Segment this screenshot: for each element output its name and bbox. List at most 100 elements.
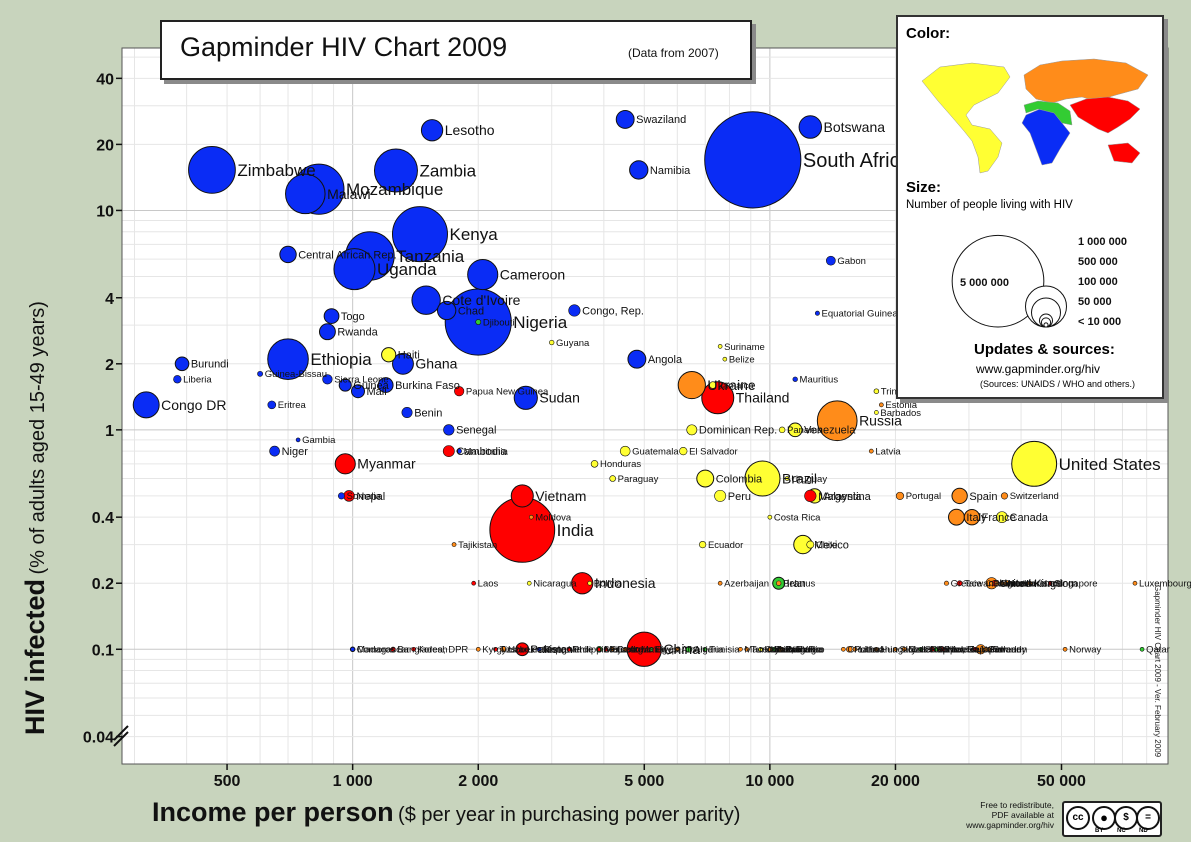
bubble-congo-rep <box>568 304 581 317</box>
label-belarus: Belarus <box>783 579 815 590</box>
label-ethiopia: Ethiopia <box>310 350 372 369</box>
bubble-zimbabwe <box>188 146 236 194</box>
bubble-djibouti <box>475 319 482 325</box>
label-swaziland: Swaziland <box>636 114 686 126</box>
bubble-korea-dpr <box>411 646 416 652</box>
bubble-georgia <box>610 646 615 652</box>
label-central-african-rep: Central African Rep. <box>298 249 396 261</box>
label-singapore: Singapore <box>1054 579 1097 590</box>
bubble-lithuania <box>852 646 858 652</box>
label-timor-leste: Timor-Leste <box>500 645 550 656</box>
updates-link[interactable]: www.gapminder.org/hiv <box>976 362 1101 376</box>
bubble-singapore <box>1047 580 1053 586</box>
label-zambia: Zambia <box>419 161 476 180</box>
by-tag: BY <box>1095 828 1104 834</box>
bubble-latvia <box>868 448 874 454</box>
bubble-sierra-leone <box>322 374 333 385</box>
bubble-nicaragua <box>526 580 532 586</box>
bubble-haiti <box>381 347 397 363</box>
bubble-italy <box>947 508 965 526</box>
y-tick-label: 2 <box>105 357 114 374</box>
credit-line-3[interactable]: www.gapminder.org/hiv <box>966 820 1054 830</box>
label-finland: Finland <box>990 645 1021 656</box>
label-brazil: Brazil <box>782 470 817 486</box>
bubble-somalia <box>337 492 345 500</box>
label-mauritius: Mauritius <box>800 375 839 386</box>
bubble-armenia <box>622 646 628 652</box>
label-myanmar: Myanmar <box>357 456 416 472</box>
bubble-kenya <box>391 206 448 263</box>
chart-title: Gapminder HIV Chart 2009 <box>180 32 508 62</box>
label-azerbaijan: Azerbaijan <box>724 579 769 590</box>
label-guinea-bissau: Guinea-Bissau <box>265 369 327 380</box>
bubble-venezuela <box>787 422 803 438</box>
y-axis-label-bold: HIV infected <box>20 578 50 735</box>
bubble-poland <box>846 646 853 653</box>
label-benin: Benin <box>414 407 442 419</box>
bubble-cote-d-ivoire <box>411 285 441 315</box>
bubble-papua-new-guinea <box>454 386 465 397</box>
bubble-panama <box>778 426 786 434</box>
label-el-salvador: El Salvador <box>689 446 738 457</box>
axis-ticks: 500 1 000 2 000 5 000 10 000 20 000 50 000 0.04… <box>83 71 1086 790</box>
label-paraguay: Paraguay <box>618 474 659 485</box>
bubble-colombia <box>696 469 715 488</box>
bubble-paraguay <box>609 475 616 482</box>
label-estonia: Estonia <box>885 400 917 411</box>
size-legend-circle <box>951 234 1045 328</box>
label-colombia: Colombia <box>716 473 763 485</box>
label-algeria: Algeria <box>694 645 724 656</box>
label-nepal: Nepal <box>356 491 385 503</box>
bubble-maldives <box>634 646 640 652</box>
bubble-gabon <box>826 255 836 266</box>
bubble-canada <box>996 511 1008 524</box>
label-djibouti: Djibouti <box>483 317 515 328</box>
label-dominican-rep: Dominican Rep. <box>699 425 777 437</box>
label-suriname: Suriname <box>724 342 765 353</box>
redistribution-note: Free to redistribute, PDF available at w… <box>958 800 1054 830</box>
y-tick-label: 4 <box>105 291 114 308</box>
label-turkey: Turkey <box>751 645 780 656</box>
label-czech-rep: Czech Rep. <box>908 645 958 656</box>
bubble-austria <box>999 580 1005 586</box>
bubble-malta <box>902 646 907 652</box>
label-sri-lanka: Sri Lanka <box>603 645 644 656</box>
bubble-central-african-rep <box>279 245 297 264</box>
noderivatives-icon: = <box>1136 806 1160 830</box>
size-legend-circle <box>1043 322 1049 328</box>
label-austria: Austria <box>1006 579 1036 590</box>
bubble-russia <box>816 400 858 442</box>
label-congo-dr: Congo DR <box>161 397 226 413</box>
label-cameroon: Cameroon <box>500 267 565 283</box>
label-botswana: Botswana <box>824 119 886 135</box>
size-legend-label: 1 000 000 <box>1078 236 1127 248</box>
nc-tag: NC <box>1117 828 1126 834</box>
map-asia <box>1069 96 1141 164</box>
label-poland: Poland <box>854 645 884 656</box>
bubble-myanmar <box>334 453 356 475</box>
label-russia: Russia <box>859 413 902 429</box>
label-thailand: Thailand <box>736 390 790 406</box>
label-pakistan: Pakistan <box>531 644 573 656</box>
label-cote-d-ivoire: Cote d'Ivoire <box>442 292 520 308</box>
label-malawi: Malawi <box>327 186 371 202</box>
bubble-croatia <box>841 646 846 652</box>
bubble-vietnam <box>510 484 534 508</box>
label-ecuador: Ecuador <box>708 540 743 551</box>
label-macedonia-fyr: Macedonia, FYR <box>744 645 815 656</box>
bubble-thailand <box>701 381 735 415</box>
label-cape-verde: Cape Verde <box>543 645 593 656</box>
label-albania: Albania <box>681 645 713 656</box>
label-united-states: United States <box>1059 455 1161 474</box>
y-axis-label: HIV infected (% of adults aged 15-49 yea… <box>20 301 51 735</box>
label-netherlands: Netherlands <box>1012 579 1063 590</box>
size-legend-label: 100 000 <box>1078 276 1118 288</box>
size-legend-label: 500 000 <box>1078 256 1118 268</box>
credit-line-1: Free to redistribute, <box>980 800 1054 810</box>
bubble-fiji <box>603 646 609 652</box>
label-mozambique: Mozambique <box>346 180 443 199</box>
x-tick-label: 20 000 <box>871 773 920 790</box>
label-georgia: Georgia <box>617 645 652 656</box>
map-middle-east <box>1023 100 1073 126</box>
bubble-iceland <box>989 580 994 586</box>
